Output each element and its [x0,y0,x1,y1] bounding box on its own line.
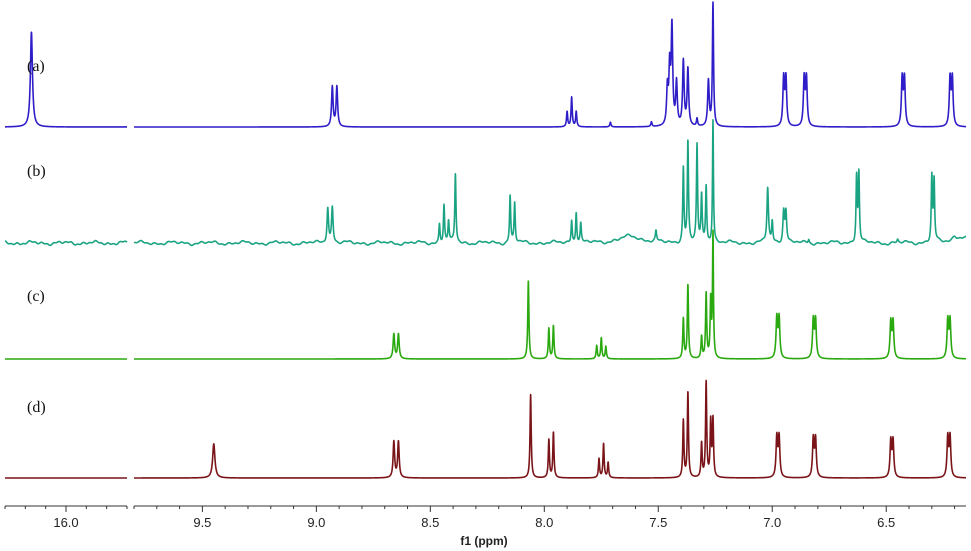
panel-labels-layer: (a) (b) (c) (d) [27,58,46,416]
spectrum-b-segment-2 [133,119,967,247]
spectrum-c-segment-2 [133,229,967,360]
spectrum-d-segment-2 [133,379,967,479]
panel-label-d: (d) [27,399,46,416]
x-tick-label: 7.5 [649,515,667,530]
spectra-layer [4,1,967,479]
x-tick-label: 6.5 [877,515,895,530]
x-tick-label: 8.0 [535,515,553,530]
x-tick-label: 16.0 [53,515,78,530]
panel-label-b: (b) [27,163,46,180]
x-axis: 16.0 9.5 9.0 8.5 8.0 7.5 7.0 6.5 [4,505,966,530]
x-tick-label: 8.5 [421,515,439,530]
panel-label-c: (c) [27,288,45,305]
x-axis-title: f1 (ppm) [460,534,507,548]
panel-label-a: (a) [27,58,45,75]
x-tick-label: 9.0 [307,515,325,530]
spectrum-a [4,1,967,128]
spectrum-d [4,379,967,479]
spectrum-c [4,229,967,360]
spectrum-a-segment-2 [133,1,967,128]
x-tick-label: 7.0 [763,515,781,530]
x-tick-label: 9.5 [193,515,211,530]
spectrum-a-segment-1 [4,31,128,128]
spectrum-b-segment-1 [4,239,128,247]
spectrum-b [4,119,967,247]
